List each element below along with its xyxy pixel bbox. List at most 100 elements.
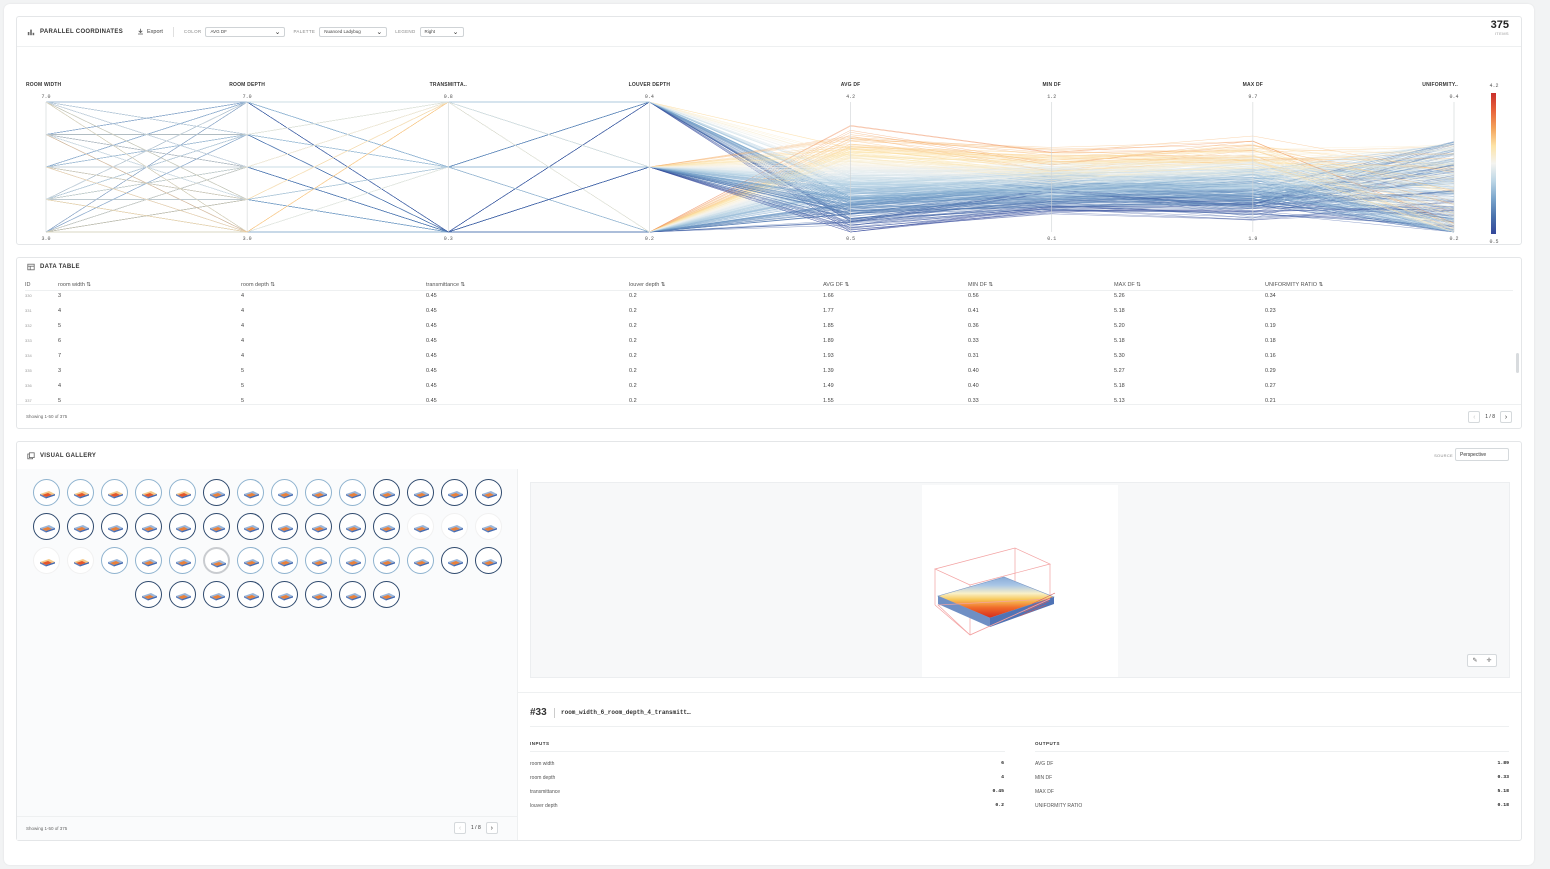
column-header[interactable]: MIN DF ⇅	[968, 282, 994, 288]
table-cell: 5.13	[1114, 398, 1125, 404]
gallery-thumbnail[interactable]	[237, 547, 264, 574]
table-row[interactable]: 332 5 4 0.45 0.2 1.85 0.36 5.20 0.19	[25, 319, 1513, 334]
color-select[interactable]: AVG DF ⌄	[205, 26, 286, 37]
gallery-thumbnail[interactable]	[339, 581, 366, 608]
gallery-thumbnail[interactable]	[67, 513, 94, 540]
gallery-thumbnail[interactable]	[237, 581, 264, 608]
axis-title[interactable]: AVG DF	[841, 82, 861, 88]
column-header[interactable]: AVG DF ⇅	[823, 282, 850, 288]
gallery-thumbnail[interactable]	[339, 547, 366, 574]
gallery-thumbnail[interactable]	[135, 513, 162, 540]
gallery-thumbnail[interactable]	[169, 547, 196, 574]
gallery-thumbnail[interactable]	[203, 547, 230, 574]
prev-page-button[interactable]: ‹	[454, 822, 466, 834]
gallery-thumbnail[interactable]	[305, 547, 332, 574]
preview-viewport[interactable]: ✎ ✛	[530, 482, 1510, 678]
table-cell: 0.2	[629, 293, 637, 299]
gallery-thumbnail[interactable]	[475, 479, 502, 506]
gallery-thumbnail[interactable]	[237, 479, 264, 506]
next-page-button[interactable]: ›	[485, 822, 498, 834]
axis-title[interactable]: ROOM DEPTH	[229, 82, 265, 88]
source-select[interactable]: Perspective	[1455, 448, 1509, 461]
gallery-thumbnail[interactable]	[373, 581, 400, 608]
visual-gallery-panel: VISUAL GALLERY SOURCE Perspective Showin…	[16, 441, 1522, 841]
gallery-thumbnail[interactable]	[373, 479, 400, 506]
gallery-thumbnail[interactable]	[169, 513, 196, 540]
gallery-thumbnail[interactable]	[203, 513, 230, 540]
gallery-thumbnail[interactable]	[33, 513, 60, 540]
gallery-thumbnail[interactable]	[203, 479, 230, 506]
axis-title[interactable]: TRANSMITTA..	[430, 82, 468, 88]
gallery-thumbnail[interactable]	[135, 581, 162, 608]
detail-value: 0.2	[995, 803, 1004, 808]
export-button[interactable]: Export	[137, 28, 163, 35]
gallery-thumbnail[interactable]	[339, 513, 366, 540]
table-row[interactable]: 336 4 5 0.45 0.2 1.49 0.40 5.18 0.27	[25, 379, 1513, 394]
gallery-thumbnail[interactable]	[441, 547, 468, 574]
gallery-thumbnail[interactable]	[271, 581, 298, 608]
column-header[interactable]: room depth ⇅	[241, 282, 275, 288]
gallery-thumbnail[interactable]	[101, 547, 128, 574]
gallery-thumbnail[interactable]	[33, 479, 60, 506]
gallery-thumbnail[interactable]	[33, 547, 60, 574]
table-row[interactable]: 331 4 4 0.45 0.2 1.77 0.41 5.18 0.23	[25, 304, 1513, 319]
table-cell: 0.2	[629, 383, 637, 389]
gallery-thumbnail[interactable]	[475, 547, 502, 574]
gallery-thumbnail[interactable]	[237, 513, 264, 540]
gallery-thumbnail[interactable]	[441, 513, 468, 540]
gallery-thumbnail[interactable]	[373, 513, 400, 540]
gallery-thumbnail[interactable]	[475, 513, 502, 540]
next-page-button[interactable]: ›	[1500, 411, 1512, 423]
gallery-thumbnail[interactable]	[135, 547, 162, 574]
gallery-thumbnail[interactable]	[271, 479, 298, 506]
legend-select[interactable]: Right ⌄	[419, 26, 464, 37]
gallery-thumbnail[interactable]	[169, 479, 196, 506]
parallel-coordinates-chart[interactable]: ROOM WIDTH 7.0 3.0 ROOM DEPTH 7.0 3.0 TRANSMIT…	[17, 47, 1521, 243]
gallery-page-info: 1 / 8	[471, 825, 481, 831]
gallery-thumbnail[interactable]	[101, 479, 128, 506]
column-header[interactable]: ID	[25, 282, 31, 288]
column-header[interactable]: louver depth ⇅	[629, 282, 666, 288]
axis-title[interactable]: MIN DF	[1043, 82, 1061, 88]
table-body[interactable]: 330 3 4 0.45 0.2 1.66 0.56 5.26 0.34 331 4 4 0.45 0.2…	[25, 292, 1513, 404]
gallery-thumbnail[interactable]	[67, 547, 94, 574]
gallery-thumbnail[interactable]	[407, 547, 434, 574]
gallery-thumbnail[interactable]	[135, 479, 162, 506]
gallery-thumbnail[interactable]	[305, 479, 332, 506]
gallery-thumbnail[interactable]	[101, 513, 128, 540]
table-scrollbar[interactable]	[1516, 353, 1519, 373]
crosshair-icon[interactable]: ✛	[1486, 658, 1492, 664]
table-row[interactable]: 333 6 4 0.45 0.2 1.89 0.33 5.18 0.18	[25, 334, 1513, 349]
gallery-thumbnail[interactable]	[373, 547, 400, 574]
gallery-thumbnail[interactable]	[305, 513, 332, 540]
gallery-thumbnail[interactable]	[339, 479, 366, 506]
room-render	[933, 547, 1056, 636]
axis-title[interactable]: MAX DF	[1243, 82, 1263, 88]
gallery-thumbnail[interactable]	[271, 547, 298, 574]
table-row[interactable]: 334 7 4 0.45 0.2 1.93 0.31 5.30 0.16	[25, 349, 1513, 364]
axis-title[interactable]: UNIFORMITY..	[1422, 82, 1458, 88]
table-row[interactable]: 330 3 4 0.45 0.2 1.66 0.56 5.26 0.34	[25, 292, 1513, 304]
pin-icon[interactable]: ✎	[1472, 658, 1478, 664]
gallery-thumbnail[interactable]	[203, 581, 230, 608]
gallery-thumbnail[interactable]	[407, 479, 434, 506]
table-cell: 0.27	[1265, 383, 1276, 389]
axis-title[interactable]: ROOM WIDTH	[26, 82, 62, 88]
gallery-thumbnail[interactable]	[305, 581, 332, 608]
column-header[interactable]: room width ⇅	[58, 282, 92, 288]
table-cell: 6	[58, 338, 62, 344]
table-row[interactable]: 337 5 5 0.45 0.2 1.55 0.33 5.13 0.21	[25, 394, 1513, 404]
column-header[interactable]: transmittance ⇅	[426, 282, 466, 288]
column-header[interactable]: MAX DF ⇅	[1114, 282, 1141, 288]
gallery-thumbnail[interactable]	[271, 513, 298, 540]
table-cell: 0.33	[968, 338, 979, 344]
palette-select[interactable]: Nuanced Ladybug ⌄	[319, 26, 388, 37]
gallery-thumbnail[interactable]	[407, 513, 434, 540]
gallery-thumbnail[interactable]	[441, 479, 468, 506]
prev-page-button[interactable]: ‹	[1468, 411, 1481, 423]
column-header[interactable]: UNIFORMITY RATIO ⇅	[1265, 282, 1324, 288]
table-row[interactable]: 335 3 5 0.45 0.2 1.39 0.40 5.27 0.29	[25, 364, 1513, 379]
gallery-thumbnail[interactable]	[67, 479, 94, 506]
gallery-thumbnail[interactable]	[169, 581, 196, 608]
axis-title[interactable]: LOUVER DEPTH	[629, 82, 671, 88]
